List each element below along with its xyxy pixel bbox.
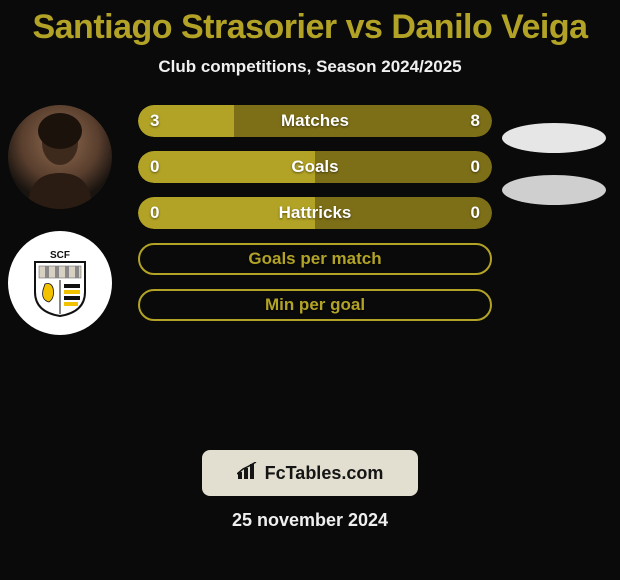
stat-label: Min per goal: [265, 295, 365, 315]
chart-bars-icon: [237, 462, 259, 485]
stat-value-right: 0: [471, 157, 480, 177]
stat-bar: 0 0 Hattricks: [138, 197, 492, 229]
club-letters: SCF: [50, 250, 70, 261]
stat-fill-right: [234, 105, 492, 137]
stat-value-left: 0: [150, 157, 159, 177]
page-title: Santiago Strasorier vs Danilo Veiga: [0, 8, 620, 47]
stat-label: Goals per match: [248, 249, 381, 269]
stat-fill-left: [138, 151, 315, 183]
stat-label: Matches: [281, 111, 349, 131]
stat-value-right: 0: [471, 203, 480, 223]
stat-value-left: 3: [150, 111, 159, 131]
brand-badge[interactable]: FcTables.com: [202, 450, 418, 496]
placeholder-ellipse: [502, 175, 606, 205]
page-subtitle: Club competitions, Season 2024/2025: [0, 57, 620, 77]
stat-fill-right: [315, 151, 492, 183]
right-column: [502, 105, 606, 205]
shield-icon: SCF: [31, 248, 89, 318]
brand-text: FcTables.com: [265, 463, 384, 484]
left-column: SCF: [8, 105, 112, 335]
stat-value-right: 8: [471, 111, 480, 131]
stat-bar: 0 0 Goals: [138, 151, 492, 183]
comparison-card: Santiago Strasorier vs Danilo Veiga Club…: [0, 0, 620, 580]
club-crest: SCF: [8, 231, 112, 335]
stat-label: Hattricks: [279, 203, 352, 223]
stat-bar: 3 8 Matches: [138, 105, 492, 137]
player-silhouette-icon: [8, 105, 112, 209]
stat-bar: Goals per match: [138, 243, 492, 275]
player-avatar: [8, 105, 112, 209]
stat-bar: Min per goal: [138, 289, 492, 321]
stat-label: Goals: [291, 157, 338, 177]
stat-value-left: 0: [150, 203, 159, 223]
snapshot-date: 25 november 2024: [0, 510, 620, 531]
placeholder-ellipse: [502, 123, 606, 153]
stat-bars: 3 8 Matches 0 0 Goals 0 0 Hattricks Goals per mat…: [138, 105, 492, 321]
